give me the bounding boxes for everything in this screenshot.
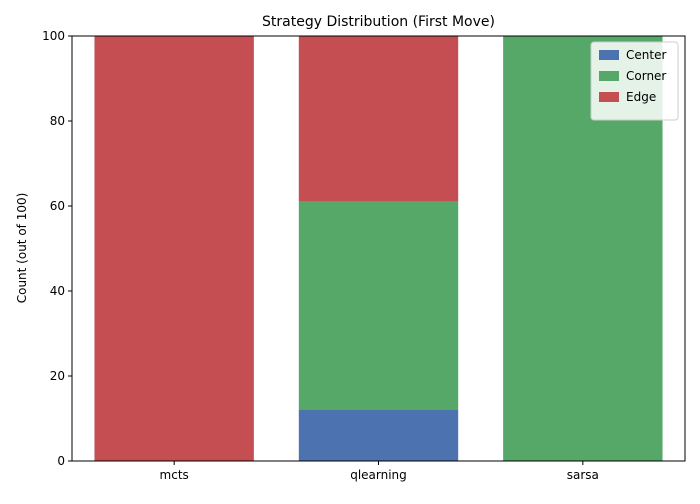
- legend-swatch-edge: [599, 92, 619, 102]
- y-tick-label: 60: [50, 199, 65, 213]
- y-axis-label: Count (out of 100): [15, 193, 29, 304]
- y-tick-label: 100: [42, 29, 65, 43]
- bars-layer: [94, 36, 663, 461]
- legend-label-corner: Corner: [626, 69, 666, 83]
- legend-swatch-center: [599, 50, 619, 60]
- x-axis-ticks: mcts qlearning sarsa: [160, 461, 599, 482]
- legend: Center Corner Edge: [590, 41, 679, 121]
- x-tick-label: sarsa: [567, 468, 599, 482]
- x-tick-label: mcts: [160, 468, 189, 482]
- y-axis-ticks: 0 20 40 60 80 100: [42, 29, 72, 468]
- legend-label-edge: Edge: [626, 90, 656, 104]
- y-tick-label: 40: [50, 284, 65, 298]
- legend-items: Center Corner Edge: [599, 48, 666, 104]
- chart-title: Strategy Distribution (First Move): [262, 14, 495, 30]
- bar-qlearning-edge: [298, 36, 459, 202]
- x-tick-label: qlearning: [350, 468, 407, 482]
- legend-swatch-corner: [599, 71, 619, 81]
- bar-qlearning-center: [298, 410, 459, 461]
- bar-qlearning-corner: [298, 201, 459, 410]
- y-tick-label: 0: [57, 454, 65, 468]
- y-tick-label: 20: [50, 369, 65, 383]
- legend-label-center: Center: [626, 48, 666, 62]
- plot-frame: [71, 35, 686, 462]
- y-tick-label: 80: [50, 114, 65, 128]
- bar-mcts-edge: [94, 36, 254, 461]
